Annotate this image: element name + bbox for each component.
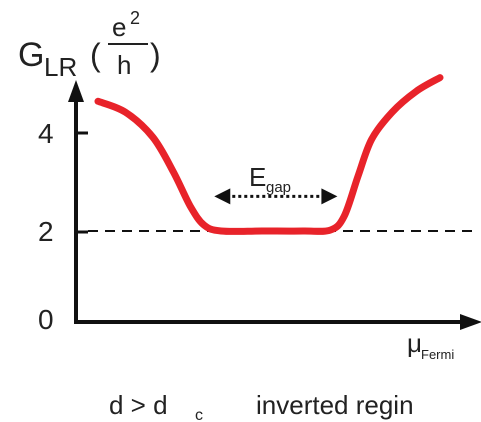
y-label-numerator: e: [112, 12, 126, 42]
x-label-subscript: Fermi: [421, 347, 454, 362]
caption-condition-right: inverted regin: [256, 390, 414, 420]
gap-annotation: E gap: [214, 162, 338, 205]
gap-arrowhead-right: [321, 188, 338, 205]
y-label-main: G: [18, 36, 44, 74]
gap-label-subscript: gap: [266, 179, 291, 196]
gap-arrowhead-left: [214, 188, 231, 205]
gap-label-main: E: [249, 162, 266, 192]
x-axis-label: μ Fermi: [407, 328, 454, 362]
caption-condition-left: d > d: [109, 390, 168, 420]
y-ticks: 0 2 4: [38, 118, 88, 335]
y-label-subscript: LR: [44, 52, 77, 82]
caption-condition-sub: c: [195, 407, 203, 422]
x-axis-arrowhead: [460, 314, 481, 330]
caption: d > d c inverted regin: [109, 390, 414, 422]
y-label-numerator-sup: 2: [130, 8, 140, 28]
y-axis-label: G LR ( e 2 h ): [18, 8, 161, 82]
axes: [68, 80, 481, 330]
y-tick-label-2: 2: [38, 216, 54, 247]
y-label-open-paren: (: [90, 37, 101, 73]
x-label-main: μ: [407, 328, 422, 358]
y-label-denominator: h: [117, 50, 131, 80]
y-axis-arrowhead: [68, 80, 84, 102]
conductance-curve: [94, 74, 444, 235]
y-label-close-paren: ): [150, 37, 161, 73]
y-tick-label-4: 4: [38, 118, 54, 149]
y-tick-label-0: 0: [38, 304, 54, 335]
